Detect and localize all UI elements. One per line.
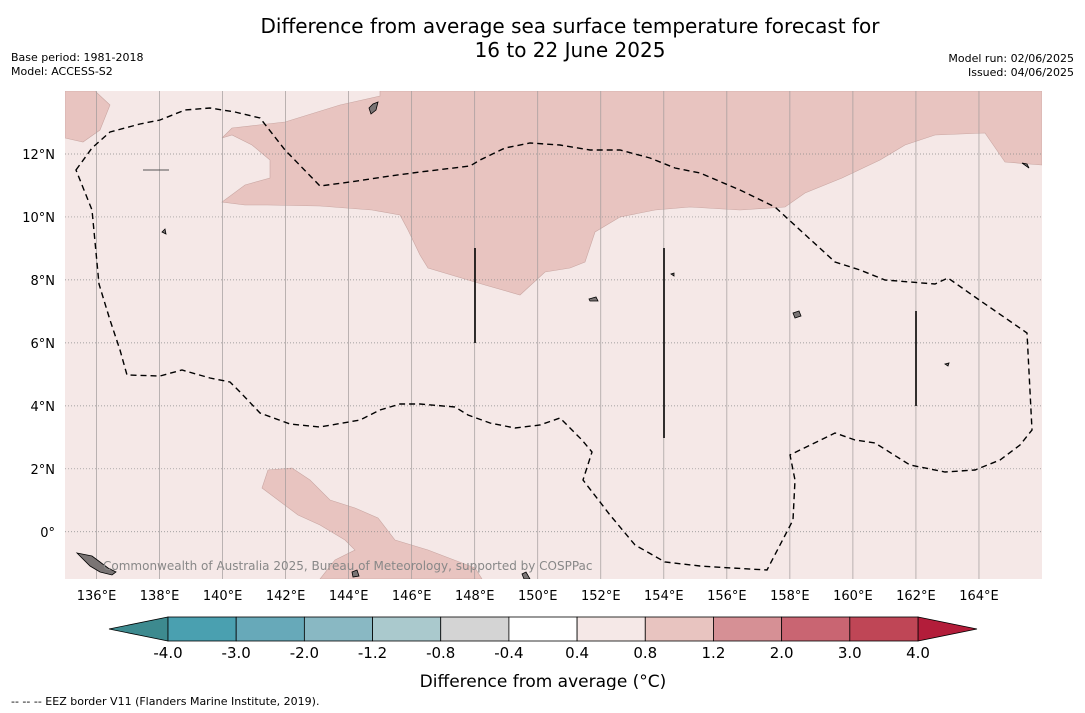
colorbar-label: Difference from average (°C) [420,672,667,690]
colorbar-segment [440,616,510,642]
issued-date: Issued: 04/06/2025 [967,66,1074,79]
island-bismarck [521,571,531,579]
island-png-north [75,552,117,576]
island-pohnpei [792,310,802,319]
watermark: Commonwealth of Australia 2025, Bureau o… [103,559,593,573]
lat-tick-label: 10°N [22,211,55,226]
colorbar-tick-label: -3.0 [222,644,251,662]
lat-tick-label: 12°N [22,148,55,163]
colorbar-tick-label: -1.2 [358,644,387,662]
warm-anomaly-region-south [261,467,483,579]
colorbar-tick-label: 2.0 [770,644,794,662]
lon-tick-label: 150°E [518,589,558,604]
lon-tick-label: 152°E [581,589,621,604]
colorbar-over-arrow [917,616,978,642]
colorbar-tick-label: -0.8 [426,644,455,662]
colorbar-segment [644,616,714,642]
colorbar-tick-label: -2.0 [290,644,319,662]
warm-anomaly-region-north [221,91,1042,296]
colorbar-tick-label: 0.8 [633,644,657,662]
lon-tick-label: 138°E [140,589,180,604]
base-period: Base period: 1981-2018 [11,51,144,64]
lon-tick-label: 154°E [644,589,684,604]
island-small-1 [161,228,167,235]
colorbar-tick-label: -4.0 [153,644,182,662]
lat-tick-label: 8°N [31,274,56,289]
colorbar-segment [372,616,442,642]
colorbar-segment [303,616,373,642]
colorbar-segment [235,616,305,642]
lon-tick-label: 164°E [959,589,999,604]
colorbar-tick-label: -0.4 [494,644,523,662]
title-line-1: Difference from average sea surface temp… [260,14,880,38]
colorbar-tick-label: 0.4 [565,644,589,662]
longitude-labels: 136°E 138°E 140°E 142°E 144°E 146°E 148°E 150°E… [77,589,999,604]
colorbar-segment [849,616,919,642]
island-chuuk [588,296,599,302]
colorbar-segment [508,616,578,642]
lon-tick-label: 136°E [77,589,117,604]
lat-tick-label: 2°N [31,463,56,478]
lon-tick-label: 140°E [203,589,243,604]
lon-tick-label: 158°E [770,589,810,604]
colorbar-tick-label: 4.0 [906,644,930,662]
lon-tick-label: 142°E [266,589,306,604]
lon-tick-label: 148°E [455,589,495,604]
island-small-3 [1021,162,1030,169]
lon-tick-label: 162°E [896,589,936,604]
islands [75,101,1030,579]
base-info: Base period: 1981-2018 Model: ACCESS-S2 [11,51,143,79]
lon-tick-label: 160°E [833,589,873,604]
colorbar-segment [713,616,783,642]
model-name: Model: ACCESS-S2 [11,65,113,78]
footnote: -- -- -- EEZ border V11 (Flanders Marine… [11,695,320,708]
chart-title: Difference from average sea surface temp… [170,14,970,62]
island-kosrae [944,362,950,367]
colorbar-tick-label: 1.2 [702,644,726,662]
colorbar: -4.0 -3.0 -2.0 -1.2 -0.8 -0.4 0.4 0.8 1.2 2.0 3.0 4… [108,616,978,662]
title-line-2: 16 to 22 June 2025 [474,38,666,62]
warm-anomaly-region-west [65,91,111,143]
lon-tick-label: 156°E [707,589,747,604]
run-info: Model run: 02/06/2025 Issued: 04/06/2025 [948,52,1074,80]
lat-tick-label: 6°N [31,337,56,352]
island-guam [368,101,379,115]
colorbar-segment [781,616,851,642]
lon-tick-label: 144°E [329,589,369,604]
colorbar-under-arrow [108,616,169,642]
lon-tick-label: 146°E [392,589,432,604]
map-figure: Commonwealth of Australia 2025, Bureau o… [22,91,1042,690]
colorbar-segment [576,616,646,642]
island-small-4 [351,569,360,578]
gridlines [65,91,1042,579]
model-run: Model run: 02/06/2025 [948,52,1074,65]
island-small-2 [670,272,675,277]
colorbar-segment [167,616,237,642]
eez-border-fsm [75,107,1033,571]
lat-tick-label: 4°N [31,400,56,415]
colorbar-tick-label: 3.0 [838,644,862,662]
lat-tick-label: 0° [40,526,55,541]
map-area: Commonwealth of Australia 2025, Bureau o… [65,91,1042,579]
latitude-labels: 0° 2°N 4°N 6°N 8°N 10°N 12°N [22,148,55,541]
